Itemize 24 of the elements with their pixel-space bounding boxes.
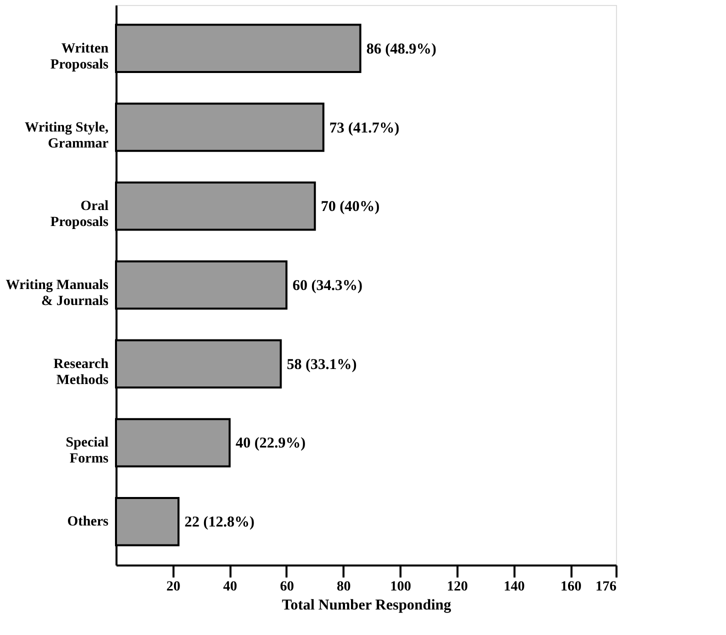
y-tick-label: Research Methods (54, 356, 110, 388)
x-tick-label: 40 (223, 580, 238, 594)
y-tick-label: Written Proposals (50, 41, 110, 72)
x-tick-label: 60 (280, 580, 294, 594)
y-tick-label: Writing Style, Grammar (24, 120, 108, 152)
data-label: 58 (33.1%) (286, 356, 357, 373)
x-tick-label: 100 (390, 580, 412, 594)
data-label: 22 (12.8%) (184, 514, 254, 531)
y-tick-label: Special Forms (66, 436, 110, 467)
data-label: 86 (48.9%) (366, 41, 436, 58)
x-axis-title: Total Number Responding (282, 598, 452, 614)
data-label: 40 (22.9%) (236, 436, 306, 452)
x-tick-label: 140 (504, 580, 525, 594)
data-label: 73 (41.7%) (329, 120, 400, 136)
x-tick-label: 176 (596, 580, 616, 594)
x-tick-label: 20 (166, 580, 180, 594)
data-label: 70 (40%) (320, 199, 380, 216)
x-tick-label: 160 (560, 580, 582, 594)
x-tick-label: 80 (336, 580, 351, 594)
data-label: 60 (34.3%) (292, 278, 362, 294)
y-tick-label: Others (67, 514, 110, 530)
x-tick-label: 120 (446, 580, 468, 594)
y-tick-label: Oral Proposals (50, 199, 110, 230)
y-tick-label: Writing Manuals & Journals (6, 278, 110, 309)
